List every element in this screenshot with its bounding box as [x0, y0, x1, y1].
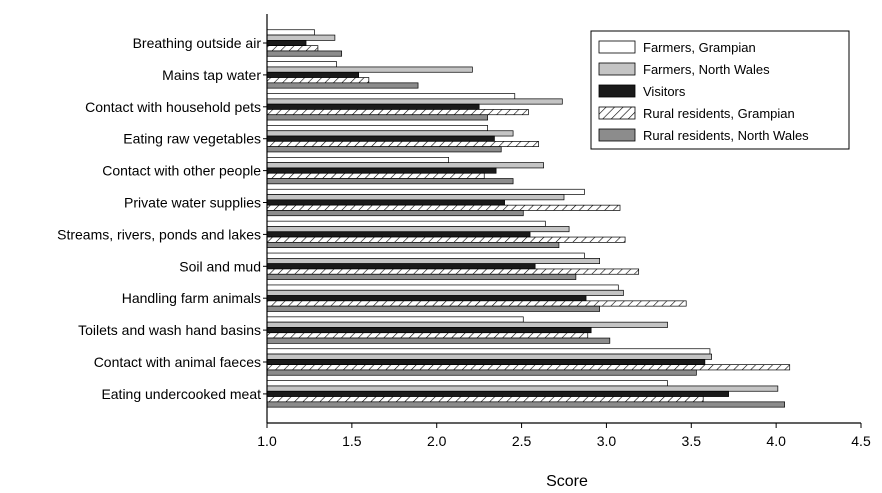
bar-8-series-5	[266, 273, 577, 280]
bar-7-series-4	[266, 236, 626, 243]
bar-9-series-3	[266, 295, 587, 302]
bar-11-series-2	[266, 353, 712, 360]
bar-5-series-2	[266, 162, 544, 169]
category-label: Contact with other people	[102, 163, 261, 179]
bar-6-series-4	[266, 204, 621, 211]
category-label: Contact with animal faeces	[94, 354, 261, 370]
bar-4-series-5	[266, 146, 502, 153]
bar-9-series-2	[266, 289, 624, 296]
bar-9-series-5	[266, 305, 600, 312]
x-tick-label: 2.0	[427, 433, 447, 449]
x-tick-label: 1.0	[257, 433, 277, 449]
bar-5-series-3	[266, 167, 497, 174]
category-label: Mains tap water	[162, 67, 261, 83]
bar-9-series-4	[266, 300, 687, 307]
bar-10-series-4	[266, 332, 589, 339]
bar-3-series-1	[266, 93, 516, 100]
legend-swatch	[598, 128, 636, 142]
bar-5-series-4	[266, 172, 485, 179]
bar-2-series-5	[266, 82, 419, 89]
category-label: Eating undercooked meat	[101, 386, 261, 402]
category-label: Soil and mud	[179, 258, 261, 274]
bar-10-series-1	[266, 316, 524, 323]
bar-4-series-4	[266, 141, 539, 148]
bar-1-series-3	[266, 39, 307, 46]
bar-7-series-1	[266, 220, 546, 227]
bar-6-series-3	[266, 199, 505, 206]
category-label: Contact with household pets	[85, 99, 261, 115]
bar-12-series-4	[266, 396, 704, 403]
bar-4-series-3	[266, 135, 495, 142]
bar-8-series-4	[266, 268, 640, 275]
bar-3-series-2	[266, 98, 563, 105]
legend: Farmers, Grampian Farmers, North Wales Vis…	[590, 30, 850, 150]
bar-3-series-4	[266, 109, 529, 116]
bar-11-series-1	[266, 348, 711, 355]
bar-2-series-3	[266, 71, 360, 78]
bar-10-series-5	[266, 337, 611, 344]
legend-label: Visitors	[643, 84, 686, 99]
bar-5-series-1	[266, 157, 449, 164]
bar-4-series-1	[266, 125, 488, 132]
legend-label: Farmers, Grampian	[643, 40, 756, 55]
bar-8-series-2	[266, 258, 600, 265]
bar-2-series-2	[266, 66, 473, 73]
x-tick-label: 3.0	[597, 433, 617, 449]
legend-label: Rural residents, North Wales	[643, 128, 809, 143]
bar-2-series-4	[266, 77, 370, 84]
legend-swatch	[598, 62, 636, 76]
category-label: Eating raw vegetables	[123, 131, 261, 147]
legend-swatch	[598, 106, 636, 120]
bar-8-series-3	[266, 263, 536, 270]
x-tick-label: 3.5	[682, 433, 702, 449]
bar-11-series-4	[266, 364, 791, 371]
x-tick-label: 4.5	[851, 433, 871, 449]
bar-1-series-1	[266, 29, 315, 36]
bar-10-series-3	[266, 327, 592, 334]
legend-swatch	[598, 40, 636, 54]
bar-7-series-3	[266, 231, 531, 238]
bar-1-series-5	[266, 50, 343, 57]
bar-12-series-1	[266, 380, 668, 387]
bar-4-series-2	[266, 130, 514, 137]
bar-5-series-5	[266, 178, 514, 185]
bar-11-series-3	[266, 359, 706, 366]
category-label: Toilets and wash hand basins	[78, 322, 261, 338]
category-label: Private water supplies	[124, 195, 261, 211]
bar-1-series-4	[266, 45, 319, 52]
plot-area: Breathing outside air Mains tap water Cont…	[57, 14, 871, 449]
legend-label: Rural residents, Grampian	[643, 106, 795, 121]
bar-7-series-5	[266, 242, 560, 249]
category-label: Breathing outside air	[133, 35, 262, 51]
x-tick-label: 4.0	[766, 433, 786, 449]
bar-10-series-2	[266, 321, 668, 328]
bar-6-series-1	[266, 188, 585, 195]
bar-2-series-1	[266, 61, 337, 68]
category-label: Streams, rivers, ponds and lakes	[57, 226, 261, 242]
x-axis-title: Score	[546, 473, 588, 490]
bar-6-series-2	[266, 194, 565, 201]
bar-12-series-3	[266, 390, 729, 397]
bar-7-series-2	[266, 226, 570, 233]
legend-label: Farmers, North Wales	[643, 62, 770, 77]
x-tick-label: 1.5	[342, 433, 362, 449]
bar-3-series-5	[266, 114, 488, 121]
bar-6-series-5	[266, 210, 524, 217]
x-tick-label: 2.5	[512, 433, 532, 449]
legend-swatch	[598, 84, 636, 98]
bar-12-series-5	[266, 401, 785, 408]
bar-8-series-1	[266, 252, 585, 259]
bar-12-series-2	[266, 385, 779, 392]
bar-1-series-2	[266, 34, 336, 41]
bar-3-series-3	[266, 103, 480, 110]
bar-9-series-1	[266, 284, 619, 291]
bar-11-series-5	[266, 369, 697, 376]
category-label: Handling farm animals	[122, 290, 261, 306]
